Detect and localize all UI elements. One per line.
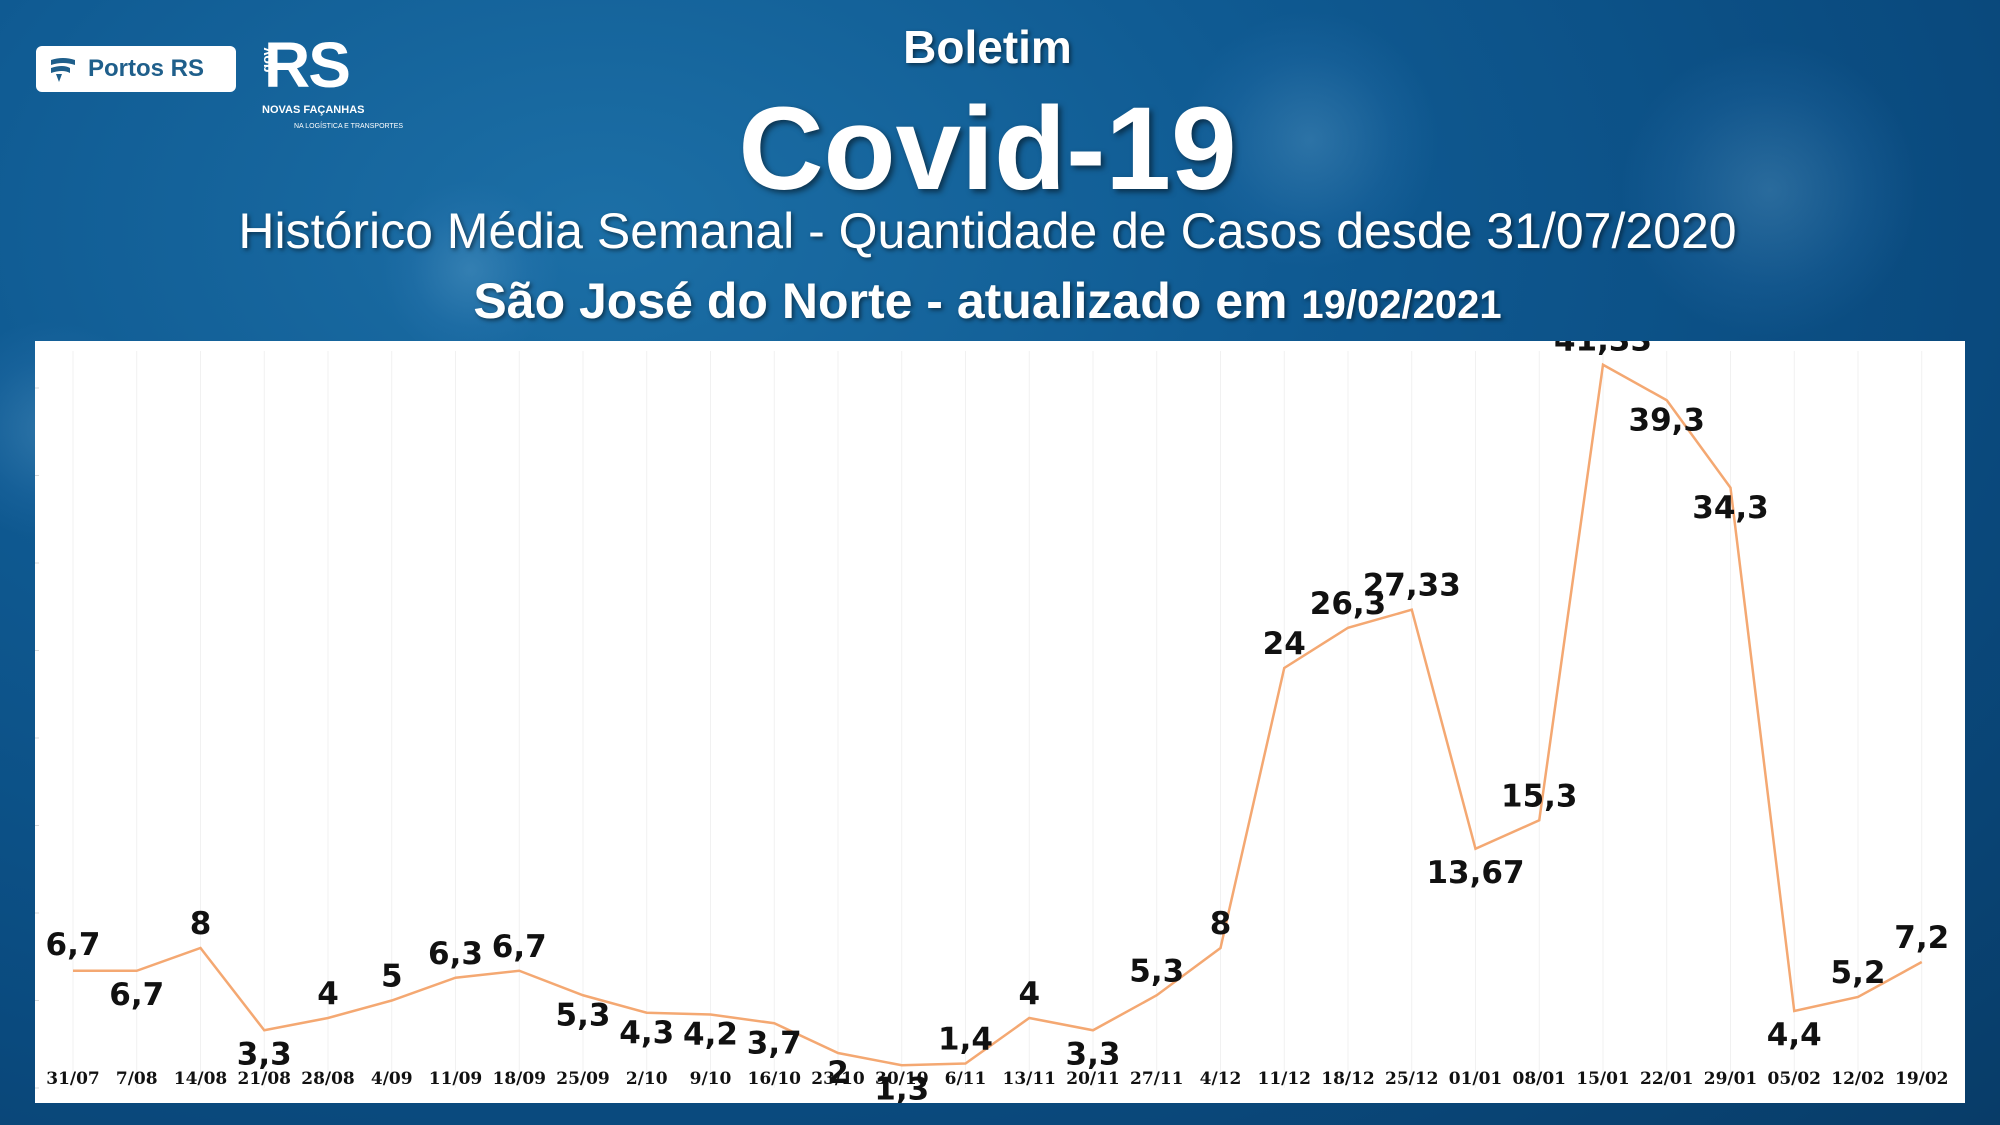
data-label: 27,33 bbox=[1363, 568, 1461, 604]
data-label: 3,3 bbox=[237, 1036, 292, 1072]
x-tick-label: 19/02 bbox=[1895, 1069, 1949, 1089]
x-tick-label: 27/11 bbox=[1130, 1069, 1184, 1089]
data-label: 6,3 bbox=[428, 936, 483, 972]
portos-rs-icon bbox=[51, 58, 75, 82]
data-label: 6,7 bbox=[492, 929, 547, 965]
data-label: 7,2 bbox=[1894, 920, 1949, 956]
gov-rs-logo-subtagline: NA LOGÍSTICA E TRANSPORTES bbox=[294, 123, 404, 130]
data-label: 13,67 bbox=[1426, 855, 1524, 891]
line-chart: 6,76,783,34 56,3 6,75,3 4,3 4,2 3,72 1,31,443,… bbox=[35, 341, 1949, 1103]
x-tick-label: 4/09 bbox=[371, 1069, 413, 1089]
x-tick-label: 23/10 bbox=[811, 1069, 865, 1089]
chart-subtitle: Histórico Média Semanal - Quantidade de … bbox=[238, 203, 1737, 259]
x-tick-label: 30/10 bbox=[875, 1069, 929, 1089]
data-label: 1,3 bbox=[874, 1071, 929, 1103]
x-tick-label: 6/11 bbox=[945, 1069, 987, 1089]
portos-rs-logo-text: Portos RS bbox=[88, 55, 205, 82]
data-label: 3,7 bbox=[747, 1025, 802, 1061]
data-label: 4 bbox=[1018, 976, 1040, 1012]
x-tick-label: 25/12 bbox=[1385, 1069, 1439, 1089]
x-tick-label: 9/10 bbox=[690, 1069, 732, 1089]
x-tick-label: 01/01 bbox=[1449, 1069, 1503, 1089]
x-tick-label: 14/08 bbox=[174, 1069, 228, 1089]
x-tick-label: 05/02 bbox=[1767, 1069, 1821, 1089]
data-label: 4,4 bbox=[1767, 1017, 1822, 1053]
gov-rs-logo: gov RS NOVAS FAÇANHAS NA LOGÍSTICA E TRA… bbox=[258, 28, 403, 144]
data-label: 41,33 bbox=[1554, 341, 1652, 359]
page-title: Covid-19 bbox=[738, 83, 1237, 215]
data-label: 8 bbox=[190, 906, 212, 942]
data-label: 26,3 bbox=[1310, 586, 1387, 622]
data-label: 6,7 bbox=[109, 977, 164, 1013]
series-line bbox=[73, 362, 1923, 1067]
gov-rs-logo-tagline: NOVAS FAÇANHAS bbox=[262, 104, 365, 116]
x-tick-label: 18/09 bbox=[492, 1069, 546, 1089]
data-label: 6,7 bbox=[46, 927, 101, 963]
x-tick-label: 12/02 bbox=[1831, 1069, 1885, 1089]
x-tick-label: 31/07 bbox=[46, 1069, 100, 1089]
data-label: 2 bbox=[827, 1055, 849, 1091]
x-tick-label: 18/12 bbox=[1321, 1069, 1375, 1089]
data-label: 4,3 bbox=[619, 1015, 674, 1051]
update-date: 19/02/2021 bbox=[1301, 283, 1502, 327]
data-label: 1,4 bbox=[938, 1022, 993, 1058]
portos-rs-logo: Portos RS bbox=[36, 46, 236, 92]
chart-panel: 6,7 6,7 8 3,3 4 5 6,3 6,7 5,3 4,3 4,2 3,7 2 1,3 1,4 4 3,… bbox=[35, 341, 1965, 1103]
data-label: 3,3 bbox=[1066, 1036, 1121, 1072]
x-tick-label: 15/01 bbox=[1576, 1069, 1630, 1089]
x-tick-label: 11/09 bbox=[429, 1069, 483, 1089]
x-tick-label: 29/01 bbox=[1704, 1069, 1758, 1089]
data-label: 5,3 bbox=[1129, 953, 1184, 989]
data-label: 15,3 bbox=[1501, 778, 1578, 814]
x-tick-label: 13/11 bbox=[1002, 1069, 1056, 1089]
x-tick-label: 7/08 bbox=[116, 1069, 158, 1089]
x-tick-label: 28/08 bbox=[301, 1069, 355, 1089]
x-tick-label: 20/11 bbox=[1066, 1069, 1120, 1089]
data-label: 5,3 bbox=[556, 997, 611, 1033]
bulletin-label: Boletim bbox=[903, 21, 1072, 73]
data-label: 34,3 bbox=[1692, 490, 1769, 526]
data-label: 8 bbox=[1210, 906, 1232, 942]
data-label: 39,3 bbox=[1629, 402, 1706, 438]
data-label: 4,2 bbox=[683, 1017, 738, 1053]
x-tick-label: 21/08 bbox=[237, 1069, 291, 1089]
x-tick-label: 08/01 bbox=[1512, 1069, 1566, 1089]
data-label: 4 bbox=[317, 976, 339, 1012]
x-tick-label: 4/12 bbox=[1200, 1069, 1242, 1089]
x-tick-label: 16/10 bbox=[747, 1069, 801, 1089]
data-label: 5 bbox=[381, 959, 403, 995]
gov-rs-logo-mark: RS bbox=[264, 29, 351, 101]
data-label: 5,2 bbox=[1831, 955, 1886, 991]
x-tick-label: 25/09 bbox=[556, 1069, 610, 1089]
data-label: 24 bbox=[1263, 626, 1306, 662]
location-line: São José do Norte - atualizado em 19/02/… bbox=[0, 272, 1975, 330]
location-text: São José do Norte - atualizado em bbox=[473, 273, 1288, 329]
x-tick-label: 2/10 bbox=[626, 1069, 668, 1089]
x-tick-label: 11/12 bbox=[1257, 1069, 1311, 1089]
x-tick-label: 22/01 bbox=[1640, 1069, 1694, 1089]
